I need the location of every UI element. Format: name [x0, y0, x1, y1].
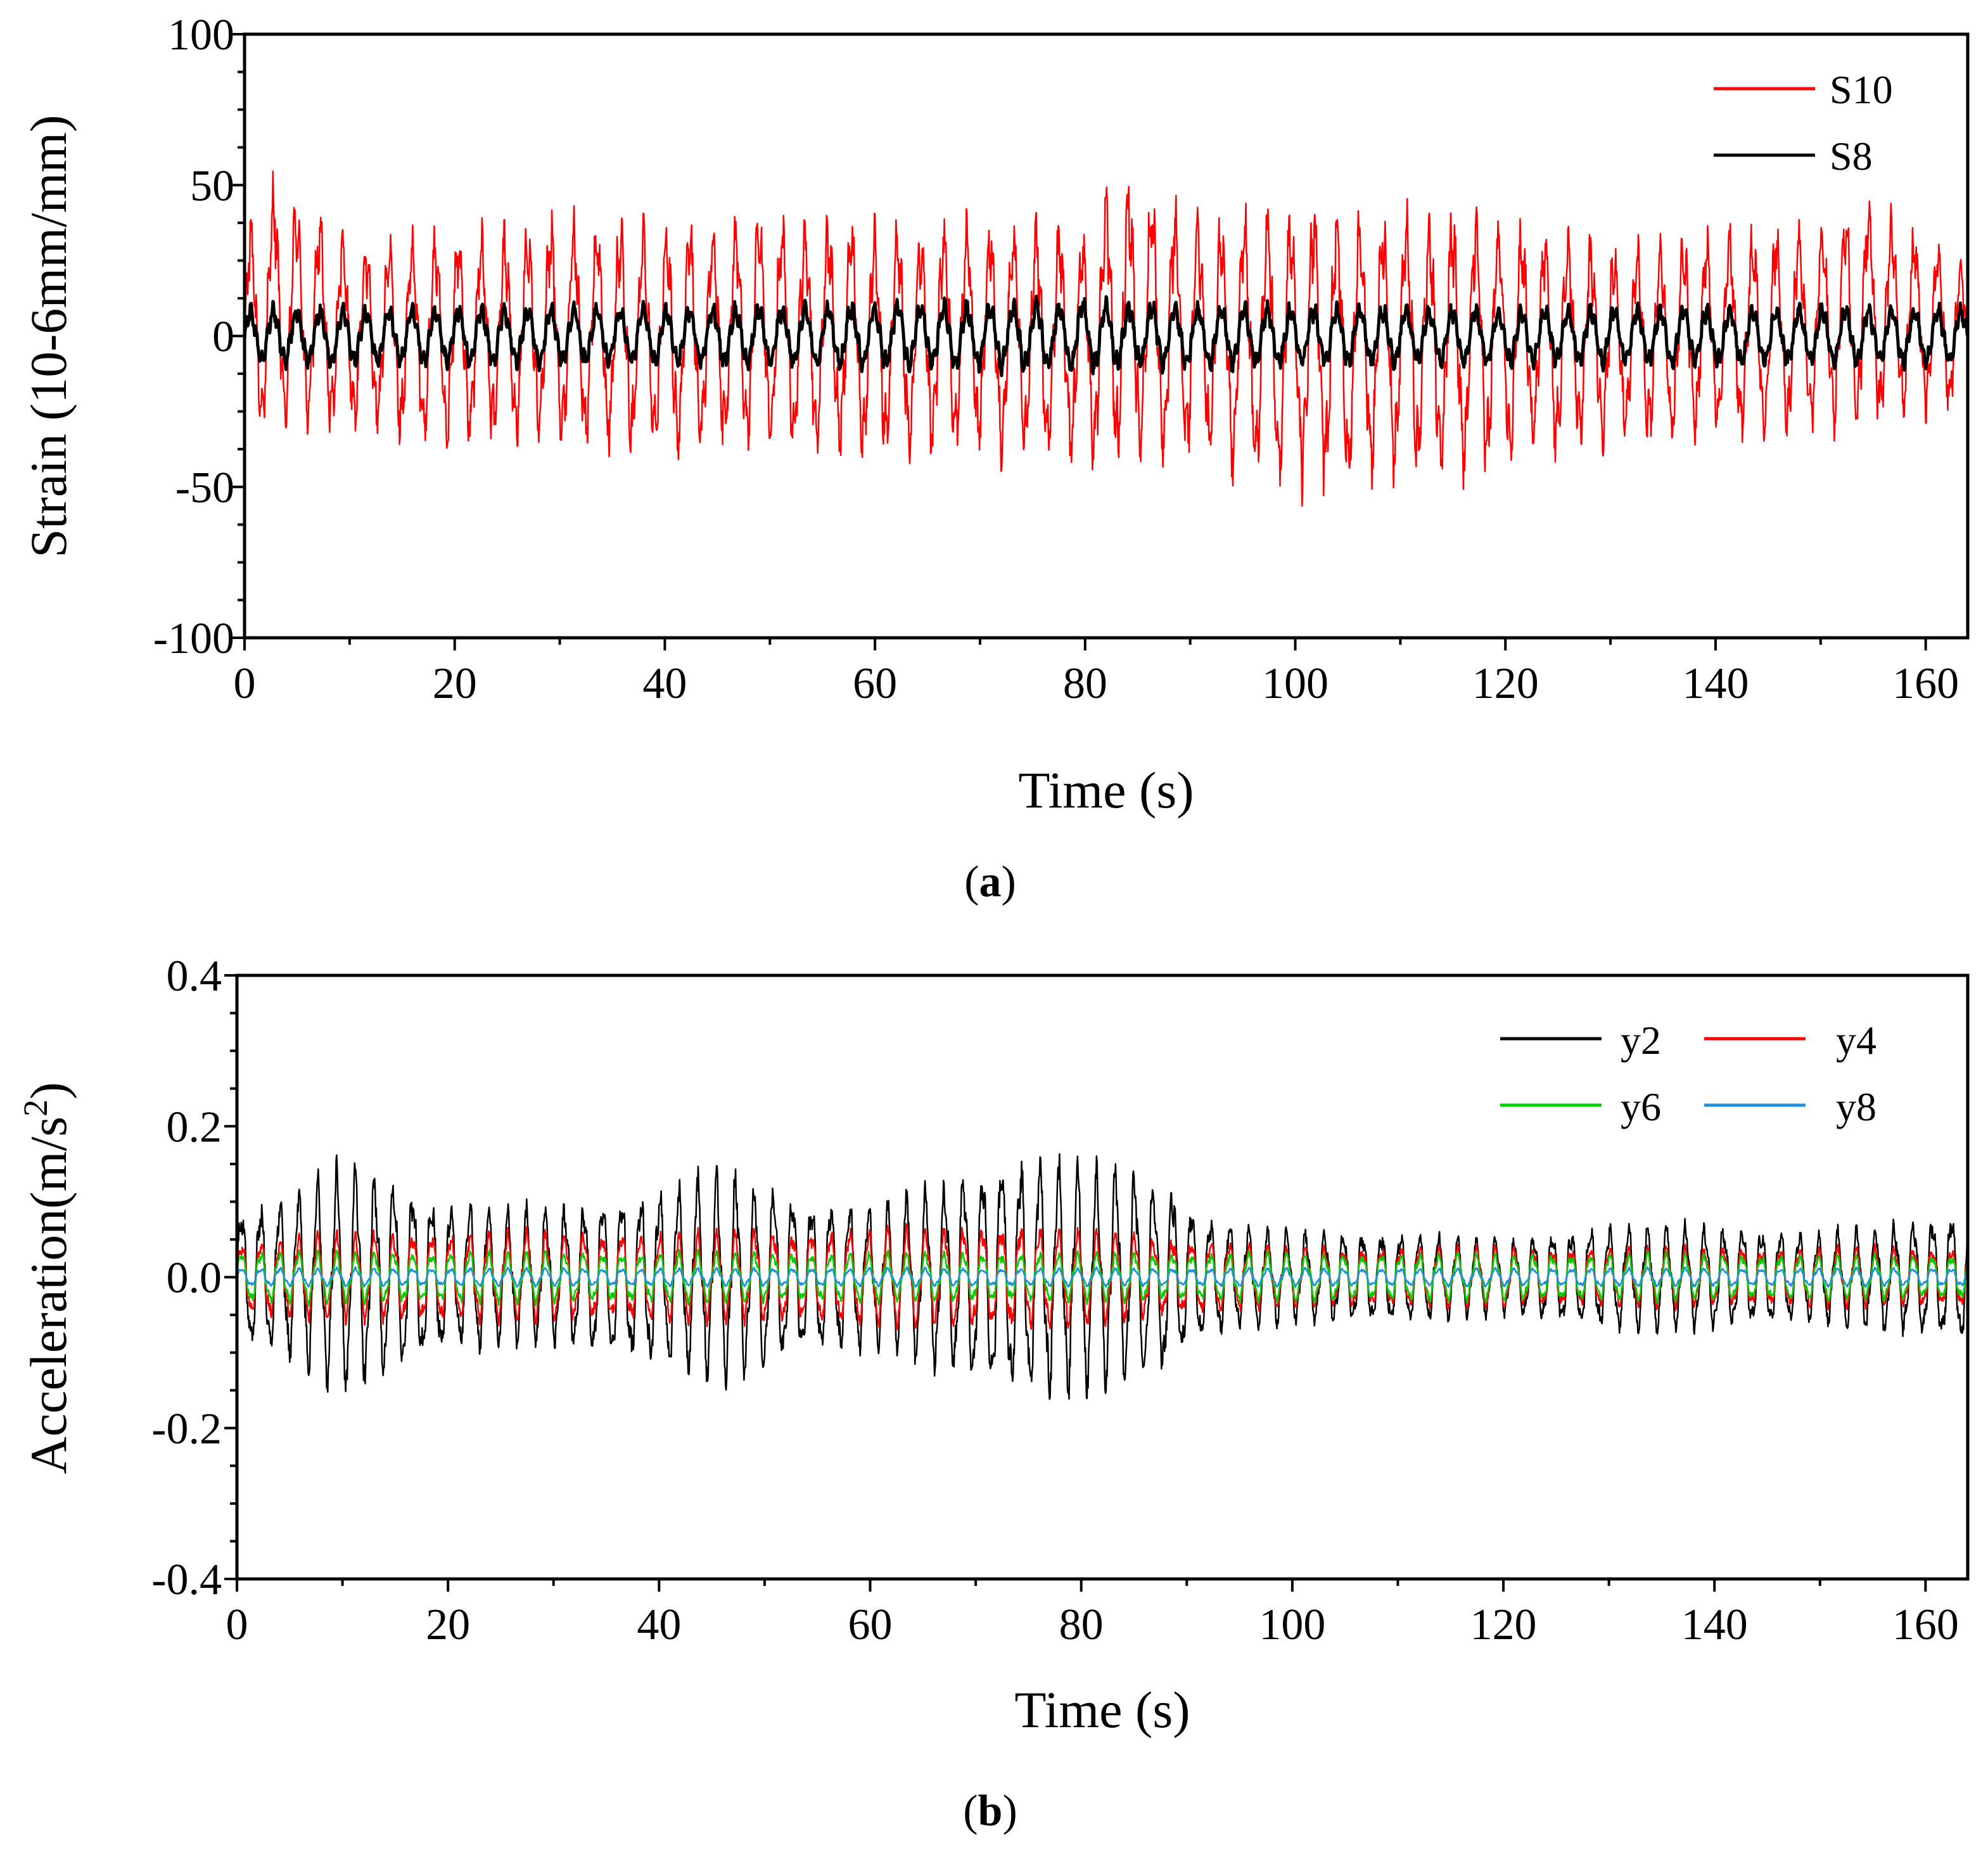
series-line-s8	[243, 295, 1969, 377]
x-tick-label: 140	[1681, 1600, 1748, 1649]
panel-a-legend: S10 S8	[1714, 67, 1893, 179]
legend-label-y6: y6	[1621, 1084, 1661, 1129]
y-tick-label: 0.4	[167, 952, 222, 1001]
panel-a-series-layer	[243, 170, 1969, 507]
y-tick-label: 0	[212, 313, 234, 362]
panel-a-ticks: 0 20 40 60 80 100 120 140 160 -100 -50 0 50 100	[153, 11, 1959, 708]
y-tick-label: 100	[168, 11, 234, 60]
panel-b-y-axis-title: Acceleration(m/s2)	[16, 1082, 77, 1474]
x-tick-label: 80	[1063, 659, 1107, 708]
panel-b-caption-letter: b	[978, 1787, 1003, 1835]
legend-label-y4: y4	[1836, 1018, 1876, 1063]
panel-b-y-axis-title-sup: 2	[16, 1100, 54, 1117]
legend-label-y8: y8	[1836, 1084, 1876, 1129]
legend-label-s8: S8	[1830, 134, 1873, 179]
legend-label-y2: y2	[1621, 1018, 1661, 1063]
panel-b-caption: (b)	[963, 1787, 1017, 1835]
x-tick-label: 0	[226, 1600, 248, 1649]
x-tick-label: 60	[848, 1600, 893, 1649]
x-tick-label: 120	[1472, 659, 1539, 708]
x-tick-label: 160	[1892, 1600, 1959, 1649]
panel-b-y-axis-title-main: Acceleration(m/s	[20, 1117, 77, 1474]
y-tick-label: -0.2	[151, 1405, 222, 1454]
panel-a-x-axis-title: Time (s)	[1018, 761, 1194, 819]
panel-b-y-axis-title-end: )	[20, 1082, 77, 1100]
x-tick-label: 20	[433, 659, 477, 708]
x-tick-label: 140	[1682, 659, 1749, 708]
panel-b-series-layer	[236, 1153, 1968, 1400]
x-tick-label: 160	[1892, 659, 1959, 708]
panel-b-x-axis-title: Time (s)	[1014, 1681, 1190, 1739]
x-tick-label: 40	[642, 659, 687, 708]
y-tick-label: 0.2	[167, 1103, 222, 1151]
legend-label-s10: S10	[1830, 67, 1893, 112]
panel-a-y-axis-title: Strain (10-6mm/mm)	[20, 115, 77, 557]
y-tick-label: -50	[175, 464, 234, 512]
x-tick-label: 100	[1262, 659, 1329, 708]
panel-a-caption-letter: a	[979, 858, 1002, 906]
panel-b-legend: y2 y4 y6 y8	[1500, 1018, 1876, 1129]
y-tick-label: 50	[190, 162, 234, 210]
x-tick-label: 80	[1059, 1600, 1104, 1649]
series-line-s10	[243, 170, 1968, 507]
y-tick-label: 0.0	[167, 1254, 222, 1303]
panel-b-acceleration-chart: 0 20 40 60 80 100 120 140 160 -0.4 -0.2 0.0 0.2 0.4 y…	[16, 952, 1970, 1835]
x-tick-label: 20	[426, 1600, 470, 1649]
panel-a-strain-chart: 0 20 40 60 80 100 120 140 160 -100 -50 0 50 100 S10 S…	[20, 11, 1970, 906]
x-tick-label: 40	[637, 1600, 681, 1649]
series-line-y8	[236, 1266, 1968, 1288]
panel-a-caption: (a)	[964, 858, 1016, 906]
x-tick-label: 120	[1470, 1600, 1537, 1649]
panel-b-ticks: 0 20 40 60 80 100 120 140 160 -0.4 -0.2 0.0 0.2 0.4	[151, 952, 1959, 1649]
x-tick-label: 100	[1259, 1600, 1325, 1649]
x-tick-label: 0	[234, 659, 256, 708]
y-tick-label: -0.4	[151, 1556, 222, 1604]
y-tick-label: -100	[153, 614, 234, 663]
x-tick-label: 60	[853, 659, 897, 708]
